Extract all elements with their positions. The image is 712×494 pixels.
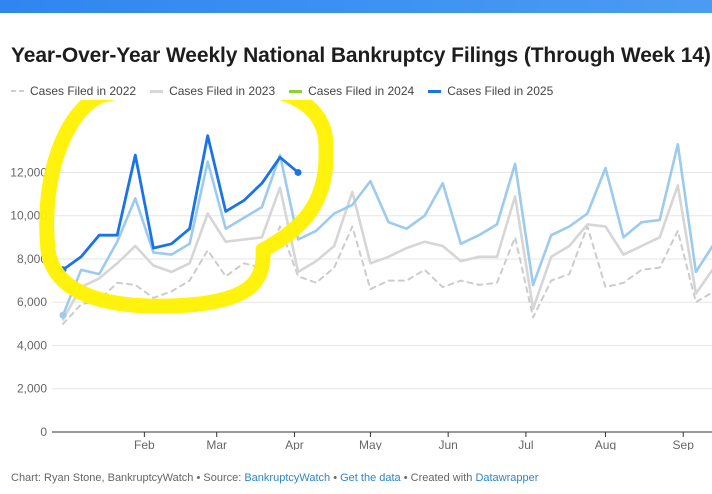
legend-swatch-2023: [150, 89, 164, 93]
footer-separator-1: • Source:: [193, 472, 245, 484]
y-tick-label: 12,000: [10, 165, 47, 179]
legend-item-2025: Cases Filed in 2025: [428, 84, 553, 98]
header-accent-bar: [0, 0, 712, 13]
series-layer: [59, 134, 712, 325]
x-tick-label-jun: Jun: [438, 438, 457, 450]
legend-swatch-2022: [11, 90, 24, 92]
chart-legend: Cases Filed in 2022 Cases Filed in 2023 …: [11, 84, 567, 98]
footer-data-link[interactable]: Get the data: [340, 472, 401, 484]
x-tick-label-feb: Feb: [134, 438, 155, 450]
y-tick-label: 6,000: [17, 295, 47, 309]
chart-title: Year-Over-Year Weekly National Bankruptc…: [11, 44, 711, 67]
y-tick-label: 4,000: [17, 338, 47, 352]
legend-label-2023: Cases Filed in 2023: [169, 84, 276, 98]
legend-label-2024: Cases Filed in 2024: [308, 84, 415, 98]
y-tick-label: 8,000: [17, 252, 47, 266]
legend-item-2024: Cases Filed in 2024: [289, 84, 414, 98]
x-tick-label-may: May: [359, 438, 382, 450]
x-tick-label-sep: Sep: [673, 438, 695, 450]
chart-footer: Chart: Ryan Stone, BankruptcyWatch • Sou…: [11, 472, 538, 484]
series-line-2022: [62, 225, 712, 325]
footer-separator-3: • Created with: [400, 472, 476, 484]
legend-swatch-2025: [428, 89, 442, 93]
x-tick-label-aug: Aug: [595, 438, 616, 450]
x-tick-label-jul: Jul: [518, 438, 533, 450]
legend-label-2025: Cases Filed in 2025: [447, 84, 554, 98]
highlight-circle-annotation: [39, 100, 334, 314]
series-line-2025: [61, 134, 300, 272]
series-end-marker-2025: [294, 168, 302, 176]
y-tick-label: 10,000: [10, 209, 47, 223]
series-start-marker-2024: [59, 311, 67, 319]
line-chart: 0 2,000 4,000 6,000 8,000 10,000 12,000 Feb Mar A…: [10, 100, 712, 450]
y-tick-label: 2,000: [17, 382, 47, 396]
series-line-2024: [61, 143, 712, 317]
legend-item-2023: Cases Filed in 2023: [150, 84, 275, 98]
legend-label-2022: Cases Filed in 2022: [30, 84, 137, 98]
footer-tool-link[interactable]: Datawrapper: [475, 472, 539, 484]
legend-item-2022: Cases Filed in 2022: [11, 84, 136, 98]
footer-source-link[interactable]: BankruptcyWatch: [244, 472, 331, 484]
highlight-layer: [39, 100, 334, 314]
series-line-2023: [61, 184, 712, 321]
grid-layer: 0 2,000 4,000 6,000 8,000 10,000 12,000 Feb Mar A…: [10, 165, 712, 450]
footer-credit: Chart: Ryan Stone, BankruptcyWatch: [11, 472, 194, 484]
x-tick-label-apr: Apr: [285, 438, 304, 450]
legend-swatch-2024: [289, 89, 303, 93]
x-tick-label-mar: Mar: [206, 438, 227, 450]
y-tick-label: 0: [40, 425, 47, 439]
footer-separator-2: •: [330, 472, 341, 484]
